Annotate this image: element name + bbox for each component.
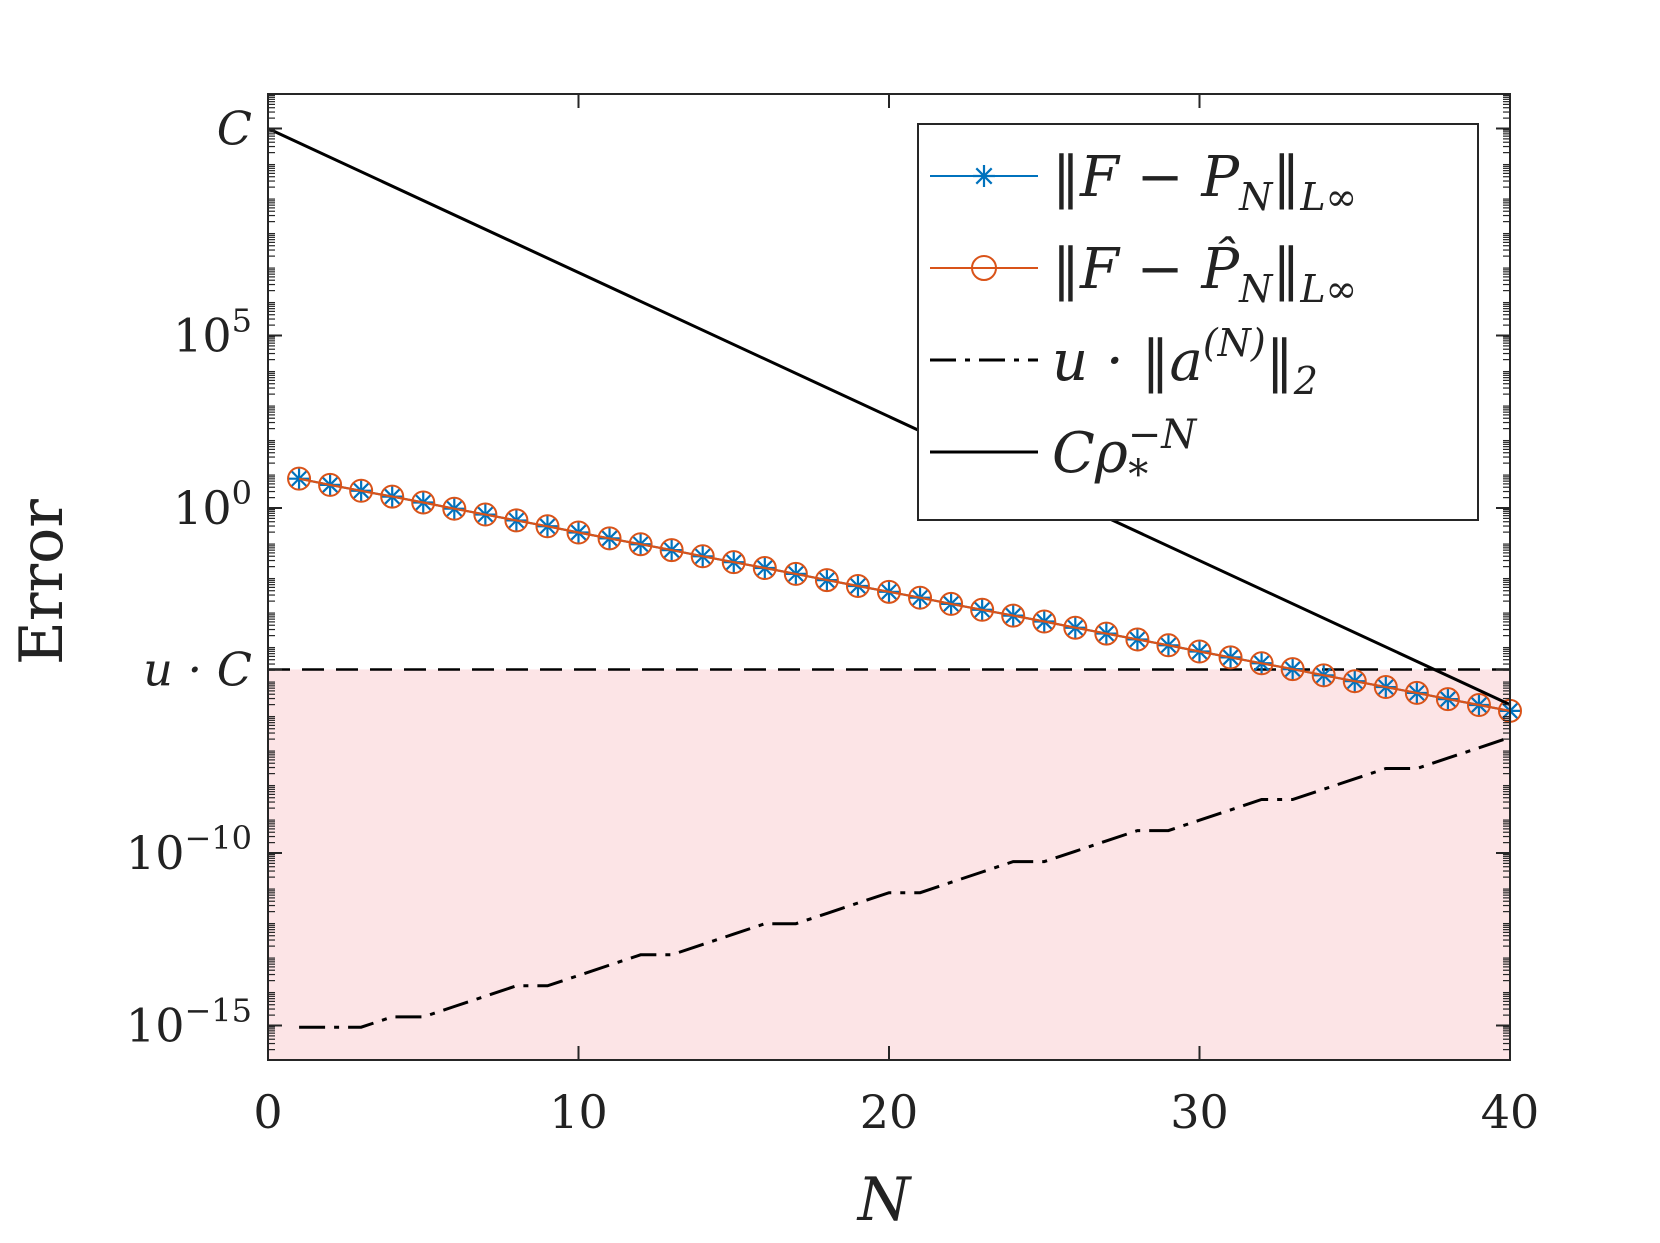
x-tick-label: 10 [549, 1085, 608, 1139]
marker-circle [411, 490, 436, 515]
series-line-2 [299, 735, 1511, 1029]
marker-circle [1001, 603, 1026, 628]
marker-circle [721, 550, 746, 575]
marker-circle [597, 526, 622, 551]
marker-circle [473, 502, 498, 527]
marker-circle [287, 466, 312, 491]
marker-circle [1063, 615, 1088, 640]
marker-circle [1125, 627, 1150, 652]
marker-circle [1404, 680, 1429, 705]
y-axis-title: Error [7, 499, 77, 665]
x-tick-label: 40 [1481, 1085, 1540, 1139]
y-tick-label: 10−15 [126, 992, 252, 1053]
legend-label-2: u · ‖a(N)‖2 [1052, 321, 1318, 403]
marker-circle [1342, 669, 1367, 694]
marker-circle [752, 556, 777, 581]
y-tick-label: C [217, 102, 252, 156]
axes: 0 10 20 30 40 C 105 100 u · C 10−10 10−15 [126, 93, 1540, 1139]
marker-circle [1249, 651, 1274, 676]
legend-marker-circle [971, 255, 997, 281]
marker-circle [845, 573, 870, 598]
marker-circle [908, 585, 933, 610]
marker-circle [1218, 645, 1243, 670]
marker-circle [877, 579, 901, 604]
marker-circle [504, 508, 529, 533]
legend-label-1: ‖F − P̂N‖L∞ [1052, 235, 1357, 311]
marker-circle [970, 597, 995, 622]
y-tick-label: 10−10 [126, 819, 252, 880]
y-tick-label: u · C [143, 642, 252, 696]
x-tick-label: 20 [860, 1085, 919, 1139]
marker-circle [1311, 663, 1336, 688]
plot-area [267, 127, 1522, 1060]
marker-circle [535, 514, 560, 539]
legend-marker-asterisk [973, 165, 995, 187]
marker-circle [1466, 692, 1491, 717]
marker-circle [1094, 621, 1119, 646]
marker-circle [659, 538, 684, 563]
marker-circle [814, 568, 839, 593]
x-axis-title: N [856, 1165, 913, 1235]
marker-circle [1032, 609, 1057, 634]
marker-circle [628, 532, 653, 557]
y-tick-label: 105 [173, 302, 252, 363]
y-tick-label: 100 [173, 474, 252, 535]
marker-circle [1373, 675, 1398, 700]
marker-circle [1187, 639, 1212, 664]
series-line-3 [267, 127, 1511, 706]
legend-box [917, 123, 1479, 521]
marker-circle [442, 496, 467, 521]
marker-circle [939, 591, 964, 616]
marker-circle [1280, 657, 1305, 682]
legend-marker-stroke [975, 167, 993, 185]
marker-circle [349, 478, 374, 503]
legend-label-0: ‖F − PN‖L∞ [1052, 145, 1357, 219]
marker-circle [566, 520, 591, 545]
x-tick-label: 0 [253, 1085, 282, 1139]
marker-circle [318, 472, 343, 497]
marker-circle [783, 561, 808, 586]
marker-circle [1156, 633, 1181, 658]
marker-circle [380, 484, 405, 509]
x-tick-label: 30 [1170, 1085, 1229, 1139]
marker-circle [1435, 687, 1460, 712]
legend: ‖F − PN‖L∞ ‖F − P̂N‖L∞ u · ‖a(N)‖2 Cρ−N * [917, 123, 1479, 521]
marker-circle [690, 544, 715, 569]
marker-asterisk [288, 467, 311, 490]
marker-stroke [290, 470, 308, 488]
series-line-1 [298, 477, 1511, 712]
shaded-region [268, 669, 1510, 1060]
legend-label-3: Cρ−N * [1052, 412, 1198, 498]
